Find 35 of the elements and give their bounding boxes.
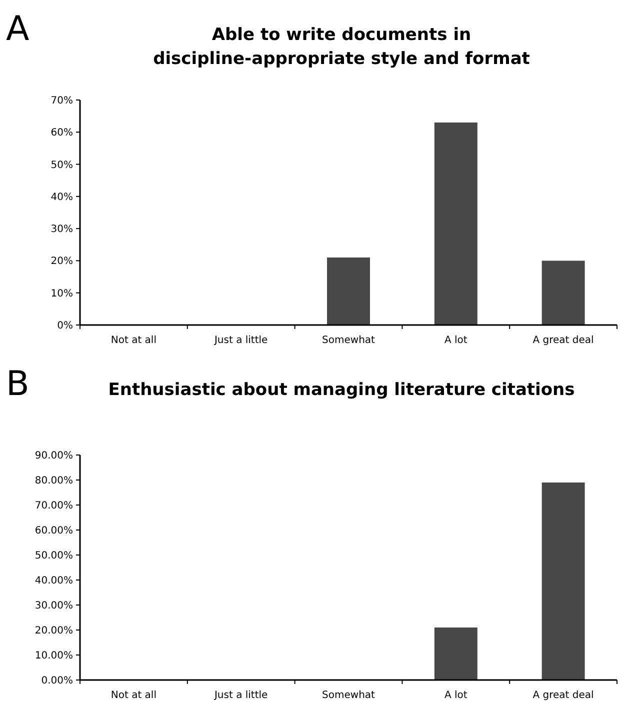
x-tick-label: A lot: [444, 335, 468, 346]
bar: [327, 258, 370, 325]
x-tick-label: Somewhat: [322, 335, 376, 346]
y-tick-label: 20.00%: [34, 626, 73, 636]
text: B: [6, 364, 30, 404]
x-tick-label: Just a little: [213, 690, 268, 701]
x-tick-label: Just a little: [213, 335, 268, 346]
x-tick-label: Somewhat: [322, 690, 376, 701]
x-tick-label: Not at all: [110, 690, 157, 701]
y-tick-label: 20%: [50, 256, 73, 268]
y-tick-label: 80.00%: [34, 476, 73, 486]
y-tick-label: 70%: [50, 96, 73, 106]
x-tick-label: A lot: [444, 690, 468, 701]
y-tick-label: 60.00%: [34, 526, 73, 536]
chart-title: Able to write documents in discipline-appropriate style and format: [153, 25, 530, 69]
chart-title: Enthusiastic about managing literature citations: [108, 380, 575, 400]
bar: [434, 122, 478, 325]
text: A: [6, 9, 30, 49]
x-tick-label: A great deal: [532, 690, 594, 701]
y-tick-label: 30.00%: [34, 600, 73, 612]
y-tick-label: 0%: [57, 320, 73, 332]
y-tick-label: 40%: [50, 192, 73, 203]
y-tick-label: 10.00%: [34, 650, 73, 662]
y-tick-label: 70.00%: [34, 500, 73, 512]
y-tick-label: 60%: [50, 128, 73, 139]
y-tick-label: 10%: [50, 288, 73, 300]
bar: [542, 260, 585, 325]
x-tick-label: A great deal: [532, 335, 594, 346]
y-tick-label: 50%: [50, 160, 73, 171]
x-tick-label: Not at all: [110, 335, 157, 346]
y-tick-label: 90.00%: [34, 450, 73, 462]
y-tick-label: 40.00%: [34, 576, 73, 586]
y-tick-label: 50.00%: [34, 550, 73, 562]
y-tick-label: 0.00%: [41, 676, 73, 686]
y-tick-label: 30%: [50, 224, 73, 236]
